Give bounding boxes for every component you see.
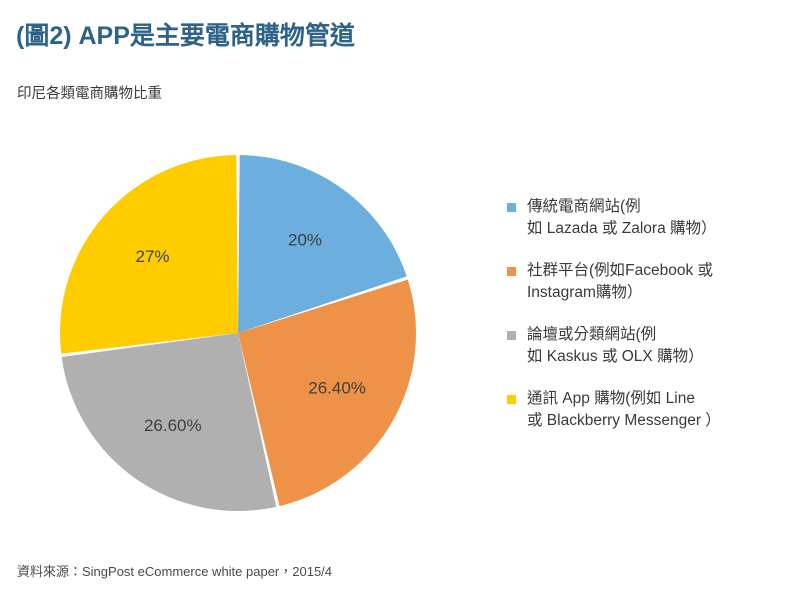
pie-slice-label: 27% (135, 247, 169, 266)
pie-slice[interactable] (238, 155, 407, 333)
plot-area: 20% 26.40% 26.60% 27% (40, 145, 460, 535)
pie-slice-label: 26.60% (144, 416, 202, 435)
pie-slice[interactable] (61, 333, 277, 511)
pie-chart: 20% 26.40% 26.60% 27% (60, 155, 417, 511)
legend-swatch-social-platform (507, 267, 516, 276)
legend-swatch-forum-classified (507, 331, 516, 340)
legend-swatch-messaging-app (507, 395, 516, 404)
legend-item[interactable]: 社群平台(例如Facebook 或 Instagram購物） (505, 260, 795, 304)
legend-item[interactable]: 通訊 App 購物(例如 Line 或 Blackberry Messenger… (505, 388, 795, 432)
pie-label-group: 20% 26.40% 26.60% 27% (135, 230, 365, 435)
legend-item[interactable]: 傳統電商網站(例 如 Lazada 或 Zalora 購物） (505, 196, 795, 240)
pie-slice[interactable] (238, 279, 417, 507)
legend-item-label: 傳統電商網站(例 如 Lazada 或 Zalora 購物） (527, 198, 717, 237)
legend-item[interactable]: 論壇或分類網站(例 如 Kaskus 或 OLX 購物） (505, 324, 795, 368)
source-note: 資料來源：SingPost eCommerce white paper，2015… (17, 564, 333, 579)
legend-item-label: 論壇或分類網站(例 如 Kaskus 或 OLX 購物） (527, 326, 704, 365)
pie-slice-group (60, 155, 417, 511)
pie-slice-label: 26.40% (308, 379, 366, 398)
chart-subtitle: 印尼各類電商購物比重 (17, 86, 162, 102)
pie-slice-label: 20% (288, 230, 322, 249)
legend-item-label: 社群平台(例如Facebook 或 Instagram購物） (527, 262, 714, 301)
pie-slice[interactable] (60, 155, 239, 354)
chart-legend: 傳統電商網站(例 如 Lazada 或 Zalora 購物） 社群平台(例如Fac… (505, 196, 795, 432)
page-title: (圖2) APP是主要電商購物管道 (16, 22, 355, 50)
legend-item-label: 通訊 App 購物(例如 Line 或 Blackberry Messenger… (527, 390, 721, 429)
legend-swatch-traditional-ecommerce (507, 203, 516, 212)
